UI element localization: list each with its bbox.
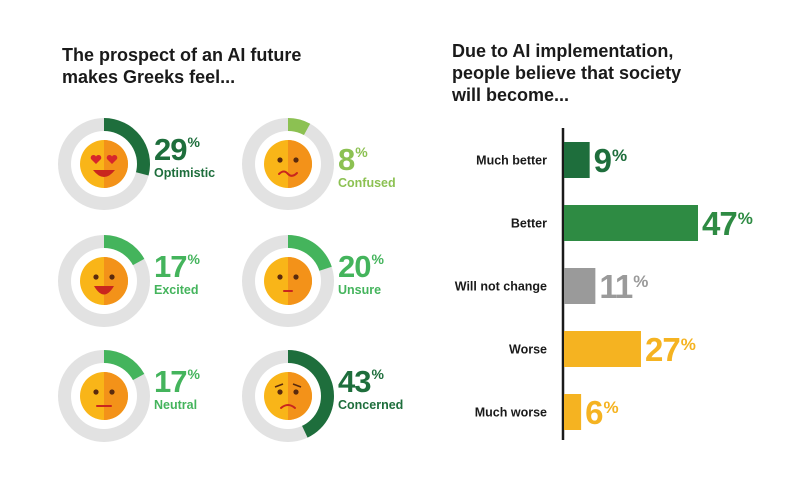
right-chart-title: Due to AI implementation, people believe… bbox=[452, 40, 772, 106]
percentage-value-confused: 8% bbox=[338, 144, 368, 175]
concerned-face-icon bbox=[264, 372, 312, 420]
emotion-label-neutral: Neutral bbox=[154, 398, 198, 412]
right-title-line-1: Due to AI implementation, bbox=[452, 41, 674, 61]
emotion-label-concerned: Concerned bbox=[338, 398, 404, 412]
emotion-label-confused: Confused bbox=[338, 176, 396, 190]
neutral-face-icon bbox=[80, 372, 128, 420]
donut-item-optimistic: 29% Optimistic bbox=[58, 118, 238, 218]
donut-item-neutral: 17% Neutral bbox=[58, 350, 238, 450]
bar-much-better bbox=[564, 142, 590, 178]
percentage-value-optimistic: 29% bbox=[154, 134, 200, 165]
emotion-label-excited: Excited bbox=[154, 283, 199, 297]
bar-category-label-worse: Worse bbox=[509, 343, 547, 357]
donut-item-concerned: 43% Concerned bbox=[242, 350, 422, 450]
donut-item-excited: 17% Excited bbox=[58, 235, 238, 335]
bar-category-label-better: Better bbox=[511, 217, 547, 231]
bar-value-label-much-worse: 6% bbox=[585, 394, 618, 431]
percentage-number-neutral: 17 bbox=[154, 364, 187, 399]
bar-value-label-worse: 27% bbox=[645, 331, 696, 368]
bar-category-label-much-worse: Much worse bbox=[475, 406, 547, 420]
bar-value-label-will-not-change: 11% bbox=[599, 268, 648, 305]
percent-sign: % bbox=[187, 134, 200, 150]
left-chart-title: The prospect of an AI future makes Greek… bbox=[62, 44, 362, 88]
percentage-value-neutral: 17% bbox=[154, 366, 200, 397]
emotion-label-optimistic: Optimistic bbox=[154, 166, 216, 180]
unsure-face-icon bbox=[264, 257, 312, 305]
percent-sign: % bbox=[355, 144, 368, 160]
right-title-line-3: will become... bbox=[452, 85, 570, 105]
percentage-value-unsure: 20% bbox=[338, 251, 384, 282]
donut-chart-excited bbox=[58, 235, 150, 327]
excited-face-icon bbox=[80, 257, 128, 305]
percentage-number-excited: 17 bbox=[154, 249, 187, 284]
bar-value-label-much-better: 9% bbox=[594, 142, 627, 179]
bar-category-label-will-not-change: Will not change bbox=[455, 280, 547, 294]
percent-sign: % bbox=[187, 366, 200, 382]
bar-much-worse bbox=[564, 394, 582, 430]
bar-worse bbox=[564, 331, 641, 367]
percentage-number-concerned: 43 bbox=[338, 364, 371, 399]
percentage-value-excited: 17% bbox=[154, 251, 200, 282]
left-title-line-2: makes Greeks feel... bbox=[62, 67, 236, 87]
donut-chart-concerned bbox=[242, 350, 334, 442]
heart-eyes-icon bbox=[80, 140, 128, 188]
society-bar-chart: Much better 9% Better 47% Will not change 11%… bbox=[455, 128, 754, 440]
bar-category-label-much-better: Much better bbox=[476, 154, 547, 168]
percentage-number-confused: 8 bbox=[338, 142, 355, 177]
percent-sign: % bbox=[371, 366, 384, 382]
bar-will-not-change bbox=[564, 268, 596, 304]
left-title-line-1: The prospect of an AI future bbox=[62, 45, 302, 65]
donut-chart-confused bbox=[242, 118, 334, 210]
bar-better bbox=[564, 205, 698, 241]
donut-chart-unsure bbox=[242, 235, 334, 327]
right-title-line-2: people believe that society bbox=[452, 63, 682, 83]
emotion-label-unsure: Unsure bbox=[338, 283, 382, 297]
percentage-number-unsure: 20 bbox=[338, 249, 371, 284]
percent-sign: % bbox=[187, 251, 200, 267]
donut-item-confused: 8% Confused bbox=[242, 118, 422, 218]
percentage-value-concerned: 43% bbox=[338, 366, 384, 397]
donut-chart-neutral bbox=[58, 350, 150, 442]
percent-sign: % bbox=[371, 251, 384, 267]
donut-chart-optimistic bbox=[58, 118, 150, 210]
bar-value-label-better: 47% bbox=[702, 205, 753, 242]
donut-item-unsure: 20% Unsure bbox=[242, 235, 422, 335]
percentage-number-optimistic: 29 bbox=[154, 132, 187, 167]
confused-face-icon bbox=[264, 140, 312, 188]
